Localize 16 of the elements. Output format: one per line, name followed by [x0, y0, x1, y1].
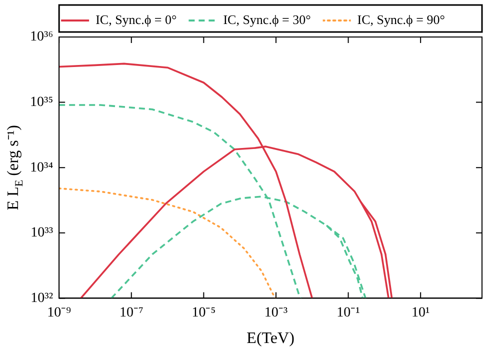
y-axis-title: E LE (erg s⁻¹)	[5, 124, 26, 210]
y-tick-label: 10³⁶	[30, 30, 54, 45]
y-tick-label: 10³²	[30, 290, 54, 306]
y-tick-label: 10³⁵	[30, 94, 54, 110]
x-tick-label: 10¹	[411, 305, 430, 320]
y-tick-label: 10³⁴	[30, 160, 54, 176]
x-tick-label: 10⁻⁹	[47, 305, 72, 320]
x-tick-label: 10⁻¹	[336, 305, 360, 320]
x-tick-label: 10⁻⁷	[119, 305, 144, 320]
legend-label: IC, Sync.ϕ = 0°	[96, 12, 177, 27]
legend-label: IC, Sync.ϕ = 30°	[223, 12, 311, 27]
x-tick-label: 10⁻³	[264, 305, 288, 320]
legend-label: IC, Sync.ϕ = 90°	[357, 12, 445, 27]
y-tick-label: 10³³	[30, 226, 54, 241]
x-axis-title: E(TeV)	[246, 330, 294, 348]
x-tick-label: 10⁻⁵	[192, 305, 216, 320]
